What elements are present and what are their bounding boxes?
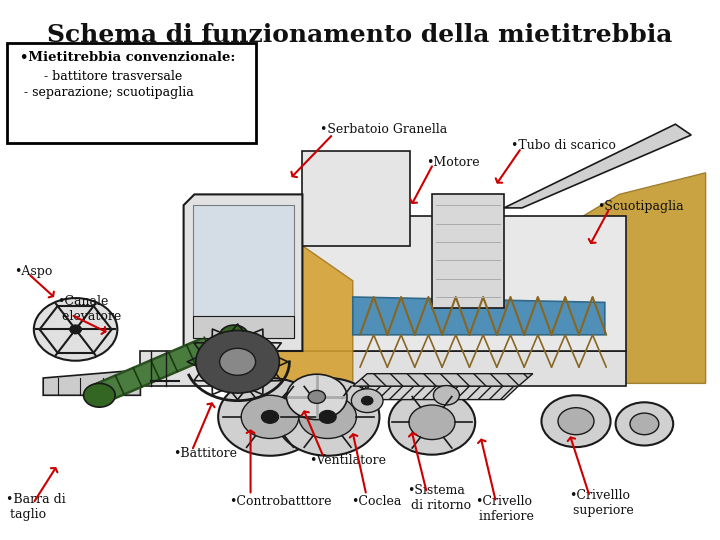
Polygon shape — [302, 151, 410, 246]
Text: •Scuotipaglia: •Scuotipaglia — [598, 200, 684, 213]
Circle shape — [220, 325, 248, 347]
Text: •Battitore: •Battitore — [173, 447, 237, 460]
Text: •Sistema
 di ritorno: •Sistema di ritorno — [407, 484, 471, 512]
Polygon shape — [43, 370, 140, 395]
Text: •Crivelllo
 superiore: •Crivelllo superiore — [569, 489, 634, 517]
Circle shape — [616, 402, 673, 446]
Polygon shape — [353, 297, 605, 335]
Circle shape — [276, 378, 379, 456]
Text: Schema di funzionamento della mietitrebbia: Schema di funzionamento della mietitrebb… — [48, 23, 672, 46]
Circle shape — [196, 330, 279, 393]
Polygon shape — [193, 205, 294, 338]
Circle shape — [351, 389, 383, 413]
Text: •Crivello
 inferiore: •Crivello inferiore — [475, 495, 534, 523]
Polygon shape — [432, 194, 504, 308]
Text: - separazione; scuotipaglia: - separazione; scuotipaglia — [20, 86, 194, 99]
Circle shape — [361, 396, 373, 405]
Circle shape — [433, 386, 459, 405]
Text: •Barra di
 taglio: •Barra di taglio — [6, 492, 66, 521]
Text: •Tubo di scarico: •Tubo di scarico — [511, 139, 616, 152]
Polygon shape — [193, 316, 294, 338]
Circle shape — [389, 390, 475, 455]
Polygon shape — [353, 173, 706, 383]
Circle shape — [541, 395, 611, 447]
Text: •Controbatttore: •Controbatttore — [229, 495, 331, 508]
Text: •Serbatoio Granella: •Serbatoio Granella — [320, 123, 448, 136]
Circle shape — [319, 410, 336, 423]
Polygon shape — [230, 246, 353, 386]
Circle shape — [70, 325, 81, 334]
Circle shape — [558, 408, 594, 435]
Polygon shape — [91, 327, 238, 405]
Polygon shape — [184, 194, 302, 351]
Circle shape — [409, 405, 455, 440]
FancyBboxPatch shape — [7, 43, 256, 143]
Text: •Coclea: •Coclea — [351, 495, 402, 508]
Text: •Canale
 elevatore: •Canale elevatore — [58, 295, 121, 323]
Circle shape — [308, 390, 325, 403]
Text: •Mietitrebbia convenzionale:: •Mietitrebbia convenzionale: — [20, 51, 235, 64]
Circle shape — [218, 378, 322, 456]
Polygon shape — [504, 124, 691, 208]
Polygon shape — [140, 351, 626, 386]
Text: •Ventilatore: •Ventilatore — [310, 454, 387, 467]
Circle shape — [220, 348, 256, 375]
Circle shape — [241, 395, 299, 438]
Text: •Motore: •Motore — [426, 156, 480, 168]
Text: •Aspo: •Aspo — [14, 265, 53, 278]
Circle shape — [84, 383, 115, 407]
Polygon shape — [302, 216, 626, 351]
Text: - battitore trasversale: - battitore trasversale — [32, 70, 183, 83]
Polygon shape — [353, 386, 518, 400]
Circle shape — [287, 374, 347, 420]
Circle shape — [261, 410, 279, 423]
Circle shape — [299, 395, 356, 438]
Circle shape — [34, 298, 117, 361]
Circle shape — [630, 413, 659, 435]
Polygon shape — [353, 374, 533, 386]
